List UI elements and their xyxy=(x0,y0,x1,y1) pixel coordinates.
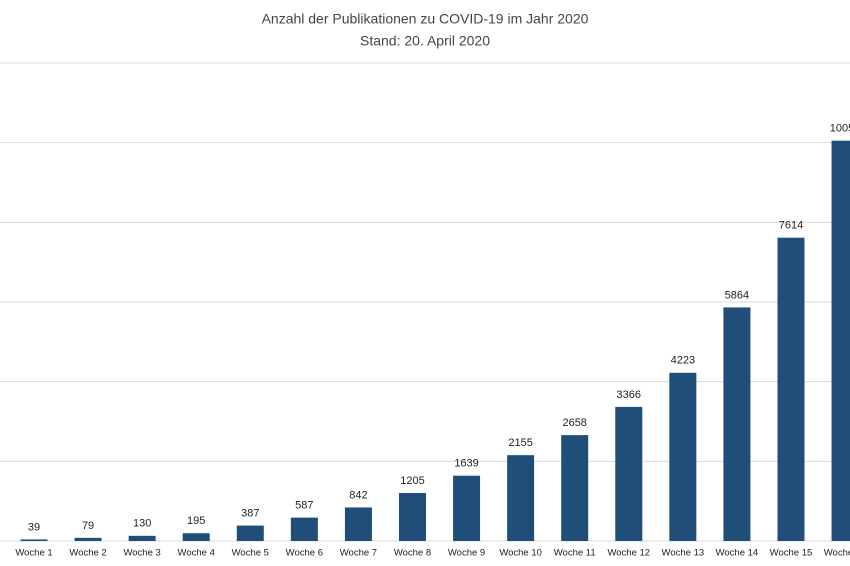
bar xyxy=(507,455,535,541)
chart-subtitle: Stand: 20. April 2020 xyxy=(360,33,490,49)
data-label: 7614 xyxy=(779,220,803,232)
data-label: 1639 xyxy=(454,458,478,470)
data-label: 3366 xyxy=(617,389,641,401)
bar xyxy=(74,537,102,541)
bar xyxy=(561,435,589,541)
x-tick-label: Woche 8 xyxy=(394,548,431,559)
bar xyxy=(290,517,318,541)
x-tick-label: Woche 2 xyxy=(69,548,106,559)
x-tick-label: Woche 7 xyxy=(340,548,377,559)
data-label: 130 xyxy=(133,518,151,530)
bar xyxy=(20,539,48,541)
x-tick-label: Woche 9 xyxy=(448,548,485,559)
bar xyxy=(723,307,751,541)
bar xyxy=(344,507,372,541)
data-label: 4223 xyxy=(671,355,695,367)
x-tick-label: Woche 6 xyxy=(286,548,323,559)
bar xyxy=(128,535,156,541)
bar xyxy=(777,237,805,542)
bar xyxy=(669,372,697,541)
data-label: 842 xyxy=(349,489,367,501)
data-label: 2658 xyxy=(562,417,586,429)
x-tick-label: Woche 3 xyxy=(123,548,160,559)
x-tick-label: Woche 11 xyxy=(554,548,596,559)
x-tick-label: Woche 5 xyxy=(232,548,269,559)
data-label: 195 xyxy=(187,515,205,527)
bar xyxy=(398,493,426,541)
data-label: 5864 xyxy=(725,289,749,301)
data-label: 2155 xyxy=(508,437,532,449)
chart-title: Anzahl der Publikationen zu COVID-19 im … xyxy=(262,11,589,27)
bar xyxy=(453,475,481,541)
data-label: 587 xyxy=(295,500,313,512)
x-tick-label: Woche 13 xyxy=(662,548,705,559)
x-tick-label: Woche 16 xyxy=(824,548,850,559)
x-tick-label: Woche 14 xyxy=(716,548,759,559)
data-label: 10050 xyxy=(830,123,850,135)
x-tick-label: Woche 15 xyxy=(770,548,813,559)
x-tick-label: Woche 4 xyxy=(178,548,215,559)
bar xyxy=(182,533,210,541)
bar xyxy=(615,406,643,541)
data-label: 387 xyxy=(241,507,259,519)
x-tick-label: Woche 10 xyxy=(499,548,542,559)
data-label: 79 xyxy=(82,520,94,532)
x-tick-label: Woche 1 xyxy=(15,548,52,559)
data-label: 39 xyxy=(28,521,40,533)
data-label: 1205 xyxy=(400,475,424,487)
bar xyxy=(831,140,850,542)
x-tick-label: Woche 12 xyxy=(607,548,650,559)
bar xyxy=(236,525,264,541)
